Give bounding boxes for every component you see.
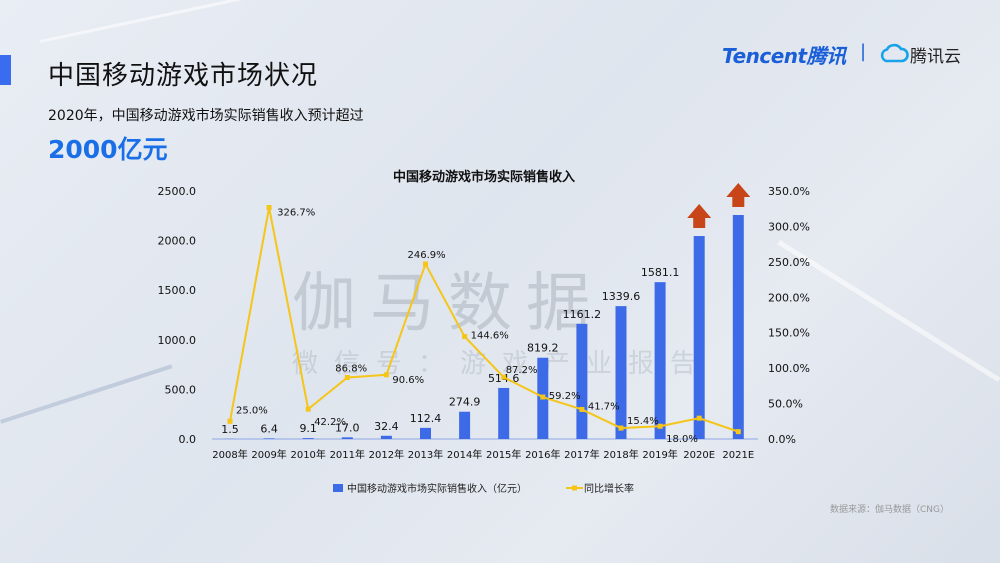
- y-right-tick-label: 350.0%: [768, 185, 810, 198]
- x-tick-label: 2020E: [683, 450, 715, 461]
- line-point: [657, 423, 663, 429]
- x-tick-label: 2008年: [212, 448, 247, 461]
- bar-data-label: 17.0: [335, 421, 360, 434]
- bar: [732, 215, 744, 439]
- x-tick-label: 2018年: [603, 448, 638, 461]
- legend-line-marker: [572, 485, 577, 491]
- line-data-label: 15.4%: [627, 416, 659, 427]
- x-tick-label: 2009年: [251, 448, 286, 461]
- x-tick-label: 2019年: [642, 448, 677, 461]
- y-right-tick-label: 150.0%: [768, 327, 810, 340]
- line-data-label: 86.8%: [335, 363, 367, 374]
- line-point: [344, 374, 350, 380]
- bar-data-label: 1339.6: [602, 290, 641, 303]
- line-point: [423, 261, 428, 267]
- highlight-value: 2000亿元: [48, 135, 168, 164]
- bar-data-label: 274.9: [449, 396, 481, 409]
- bar: [693, 236, 705, 439]
- legend-line-label: 同比增长率: [584, 482, 634, 495]
- legend-bar-label: 中国移动游戏市场实际销售收入（亿元）: [347, 482, 527, 495]
- y-right-tick-label: 300.0%: [768, 220, 810, 233]
- bar: [498, 387, 510, 439]
- page-title: 中国移动游戏市场状况: [48, 61, 319, 91]
- bar: [263, 438, 275, 439]
- growth-line: [229, 207, 739, 433]
- bar: [576, 323, 588, 439]
- bar-data-label: 32.4: [374, 420, 399, 433]
- bar-data-label: 1161.2: [563, 308, 602, 321]
- y-right-tick-label: 50.0%: [768, 398, 803, 411]
- line-point: [266, 205, 272, 211]
- bar: [380, 435, 392, 439]
- line-point: [462, 334, 468, 340]
- bar: [459, 411, 471, 439]
- line-data-label: 18.0%: [666, 434, 698, 445]
- line-point: [579, 406, 585, 412]
- y-right-tick-label: 200.0%: [768, 291, 810, 304]
- bar: [341, 437, 353, 439]
- line-data-label: 42.2%: [314, 417, 346, 428]
- line-data-label: 25.0%: [236, 405, 268, 416]
- bar: [302, 438, 314, 439]
- bar-data-label: 6.4: [260, 422, 278, 435]
- x-tick-label: 2014年: [447, 448, 482, 461]
- y-left-tick-label: 0.0: [179, 433, 197, 446]
- line-point: [305, 406, 311, 412]
- y-left-tick-label: 1000.0: [158, 334, 197, 347]
- line-point: [501, 374, 507, 380]
- bar-data-label: 9.1: [299, 422, 317, 435]
- y-right-tick-label: 0.0%: [768, 433, 796, 446]
- subtitle: 2020年，中国移动游戏市场实际销售收入预计超过: [48, 108, 364, 124]
- y-left-tick-label: 500.0: [165, 383, 197, 396]
- cloud-icon: [880, 43, 909, 63]
- line-point: [540, 394, 546, 400]
- bar-data-label: 1581.1: [641, 266, 680, 279]
- line-point: [383, 372, 389, 378]
- up-arrow-icon: [726, 183, 751, 208]
- logo-separator: |: [860, 41, 867, 62]
- line-data-label: 87.2%: [506, 365, 538, 376]
- line-data-label: 90.6%: [392, 375, 424, 386]
- data-source: 数据来源：伽马数据（CNG）: [830, 505, 949, 515]
- y-right-tick-label: 100.0%: [768, 362, 810, 375]
- x-tick-label: 2015年: [486, 448, 521, 461]
- x-tick-label: 2010年: [290, 448, 325, 461]
- up-arrow-icon: [687, 204, 712, 229]
- x-tick-label: 2012年: [369, 448, 404, 461]
- watermark-main: 伽马数据: [292, 267, 604, 341]
- line-data-label: 41.7%: [588, 401, 620, 412]
- bar-data-label: 819.2: [527, 342, 559, 355]
- line-point: [735, 429, 741, 435]
- line-point: [227, 418, 233, 424]
- x-tick-label: 2016年: [525, 448, 560, 461]
- bar: [615, 306, 627, 439]
- line-data-label: 59.2%: [549, 391, 581, 402]
- bar-data-label: 112.4: [410, 412, 442, 425]
- bar: [654, 282, 666, 439]
- y-left-tick-label: 2000.0: [158, 235, 197, 248]
- x-tick-label: 2013年: [408, 448, 443, 461]
- legend-bar-swatch: [333, 484, 343, 492]
- watermark-sub: 微信号：游戏产业报告: [292, 349, 712, 379]
- bar: [420, 427, 431, 439]
- x-tick-label: 2011年: [330, 448, 365, 461]
- y-left-tick-label: 1500.0: [158, 284, 197, 297]
- tencent-logo: Tencent腾讯: [722, 44, 846, 68]
- tencent-cloud-logo: 腾讯云: [910, 47, 961, 67]
- chart-title: 中国移动游戏市场实际销售收入: [393, 169, 575, 185]
- y-right-tick-label: 250.0%: [768, 256, 810, 269]
- line-data-label: 246.9%: [408, 250, 446, 261]
- line-data-label: 326.7%: [277, 208, 315, 219]
- line-point: [618, 425, 624, 431]
- bar-data-label: 1.5: [221, 423, 239, 436]
- line-point: [696, 415, 702, 421]
- accent-bar: [0, 55, 11, 85]
- line-data-label: 144.6%: [471, 331, 509, 342]
- x-tick-label: 2021E: [722, 450, 754, 461]
- x-tick-label: 2017年: [564, 448, 599, 461]
- y-left-tick-label: 2500.0: [158, 185, 197, 198]
